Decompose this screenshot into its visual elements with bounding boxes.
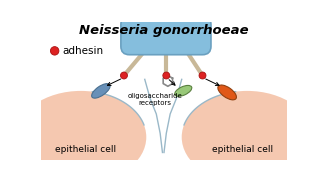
Text: epithelial cell: epithelial cell bbox=[55, 145, 116, 154]
Ellipse shape bbox=[218, 85, 236, 100]
Text: epithelial cell: epithelial cell bbox=[212, 145, 273, 154]
Circle shape bbox=[51, 47, 59, 55]
Text: Neisseria gonorrhoeae: Neisseria gonorrhoeae bbox=[79, 24, 249, 37]
Text: adhesin: adhesin bbox=[62, 46, 103, 56]
Circle shape bbox=[163, 72, 170, 79]
Ellipse shape bbox=[15, 91, 146, 180]
Ellipse shape bbox=[92, 84, 110, 98]
Text: oligosaccharide
receptors: oligosaccharide receptors bbox=[127, 93, 182, 106]
Ellipse shape bbox=[182, 91, 313, 180]
FancyBboxPatch shape bbox=[121, 16, 211, 55]
Polygon shape bbox=[137, 22, 191, 160]
Circle shape bbox=[121, 72, 127, 79]
Ellipse shape bbox=[175, 86, 192, 96]
Circle shape bbox=[199, 72, 206, 79]
